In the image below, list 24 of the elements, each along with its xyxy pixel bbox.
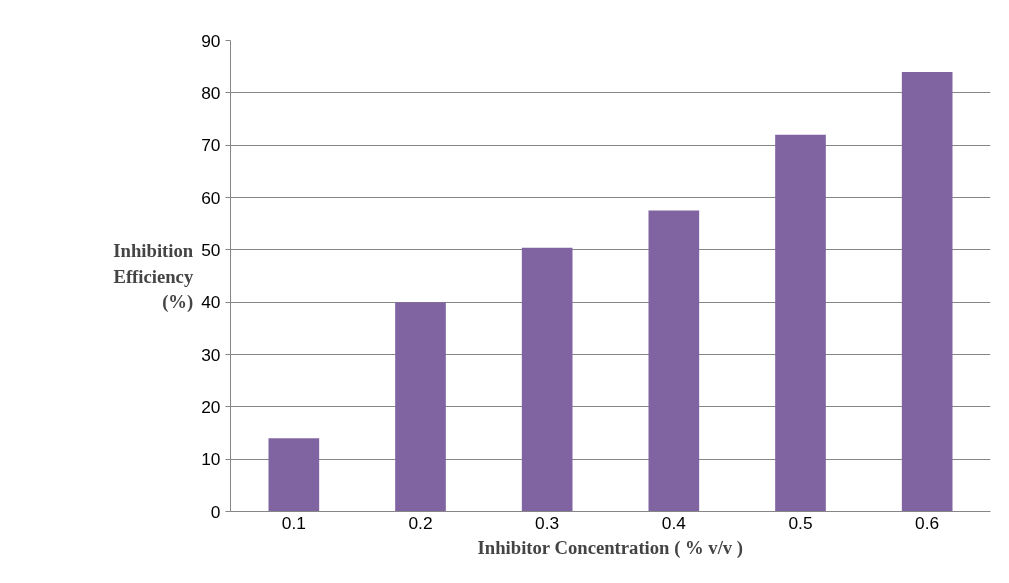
x-tick-label: 0.5	[788, 512, 813, 533]
x-tick-label: 0.2	[408, 512, 433, 533]
bar	[775, 134, 826, 512]
bar	[648, 210, 700, 512]
bar	[521, 247, 573, 512]
y-axis-title: Inhibition Efficiency (%)	[113, 240, 194, 313]
y-tick-label: 50	[201, 239, 221, 260]
y-tick-label: 40	[201, 292, 221, 313]
x-tick-label: 0.1	[281, 512, 306, 533]
y-tick-label: 90	[201, 30, 221, 51]
bar	[901, 71, 953, 512]
y-tick-label: 0	[210, 501, 221, 522]
y-tick-label: 20	[201, 396, 221, 417]
y-tick-label: 60	[201, 187, 221, 208]
y-tick-label: 10	[201, 449, 221, 470]
y-tick-label: 70	[201, 135, 221, 156]
bar	[395, 302, 446, 512]
y-tick-label: 30	[201, 344, 221, 365]
bar	[268, 438, 320, 512]
x-axis-title: Inhibitor Concentration ( % v/v )	[477, 536, 744, 559]
y-tick-label: 80	[201, 82, 221, 103]
x-tick-label: 0.6	[915, 512, 940, 533]
x-tick-label: 0.3	[535, 512, 560, 533]
x-tick-label: 0.4	[661, 512, 687, 533]
